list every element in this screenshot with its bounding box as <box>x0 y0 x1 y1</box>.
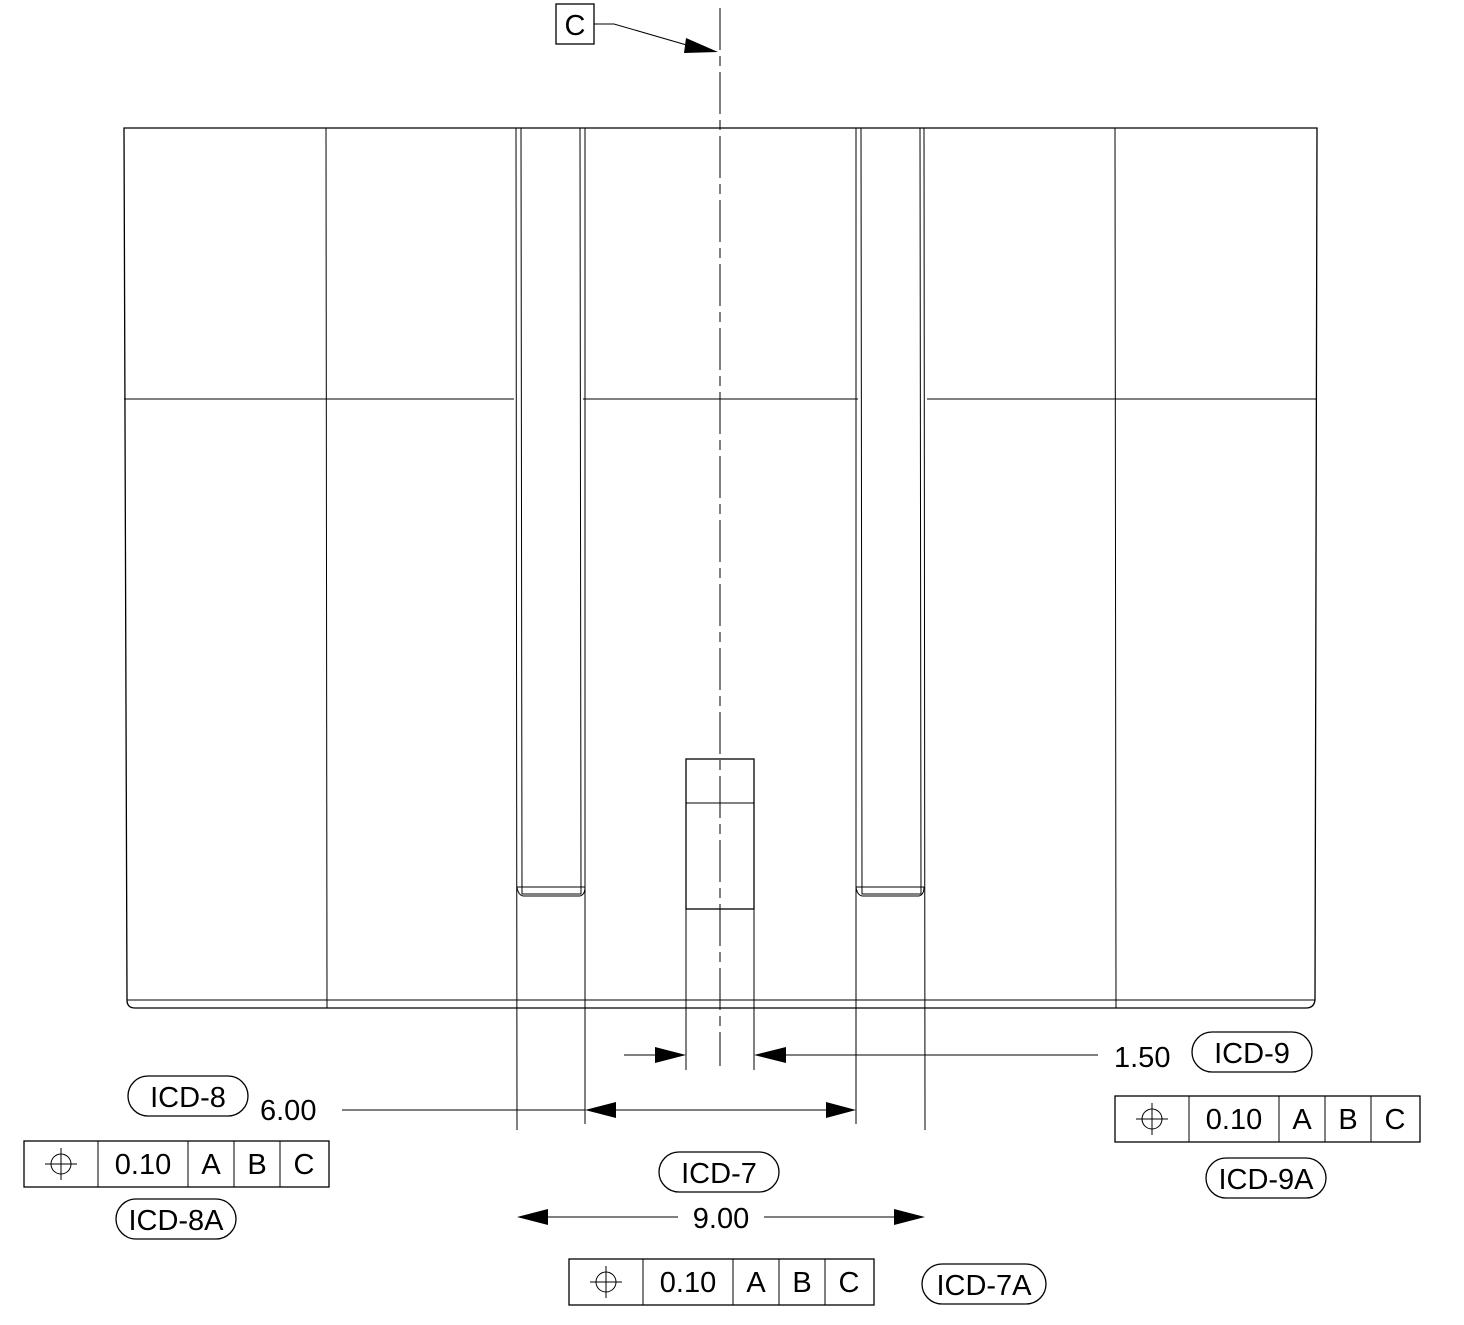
position-tolerance-icon <box>590 1266 622 1298</box>
fcf-center-datum-b: B <box>792 1267 811 1299</box>
fcf-right-datum-a: A <box>1292 1104 1312 1136</box>
right-slot <box>855 127 926 1131</box>
fcf-right: 0.10 A B C ICD-9A <box>1114 1095 1421 1199</box>
datum-c-callout: C <box>555 3 718 53</box>
fcf-left-datum-a: A <box>201 1149 221 1181</box>
datum-c-leader-arrow <box>684 38 718 53</box>
left-slot <box>515 127 586 1131</box>
balloon-icd-8: ICD-8 <box>150 1082 226 1114</box>
dim-1-50: 1.50 ICD-9 <box>624 1031 1313 1074</box>
datum-c-label: C <box>565 10 586 42</box>
fcf-left-datum-b: B <box>247 1149 266 1181</box>
fcf-center-datum-a: A <box>746 1267 766 1299</box>
fcf-right-datum-b: B <box>1338 1104 1357 1136</box>
fcf-right-datum-c: C <box>1385 1104 1406 1136</box>
dim-9-00: ICD-7 9.00 <box>517 1151 925 1235</box>
position-tolerance-icon <box>45 1148 77 1180</box>
dim-1-50-value: 1.50 <box>1114 1042 1170 1074</box>
fcf-center: 0.10 A B C <box>568 1258 875 1306</box>
fcf-right-tolerance: 0.10 <box>1206 1104 1262 1136</box>
balloon-icd-9a: ICD-9A <box>1218 1164 1314 1196</box>
fcf-left: 0.10 A B C ICD-8A <box>23 1140 330 1240</box>
balloon-icd-7: ICD-7 <box>681 1158 757 1190</box>
center-pad <box>685 758 755 1070</box>
fcf-left-tolerance: 0.10 <box>115 1149 171 1181</box>
part-outline <box>123 127 1318 1009</box>
dim-6-00-value: 6.00 <box>260 1095 316 1127</box>
fcf-left-datum-c: C <box>294 1149 315 1181</box>
balloon-icd-7a: ICD-7A <box>936 1270 1032 1302</box>
balloon-icd-8a: ICD-8A <box>128 1205 224 1237</box>
dim-9-00-value: 9.00 <box>693 1203 749 1235</box>
fcf-center-tolerance: 0.10 <box>660 1267 716 1299</box>
balloon-icd-9: ICD-9 <box>1214 1038 1290 1070</box>
fcf-center-datum-c: C <box>839 1267 860 1299</box>
dim-6-00: ICD-8 6.00 <box>127 1075 856 1127</box>
balloon-icd-7a-group: ICD-7A <box>921 1263 1047 1305</box>
position-tolerance-icon <box>1136 1103 1168 1135</box>
